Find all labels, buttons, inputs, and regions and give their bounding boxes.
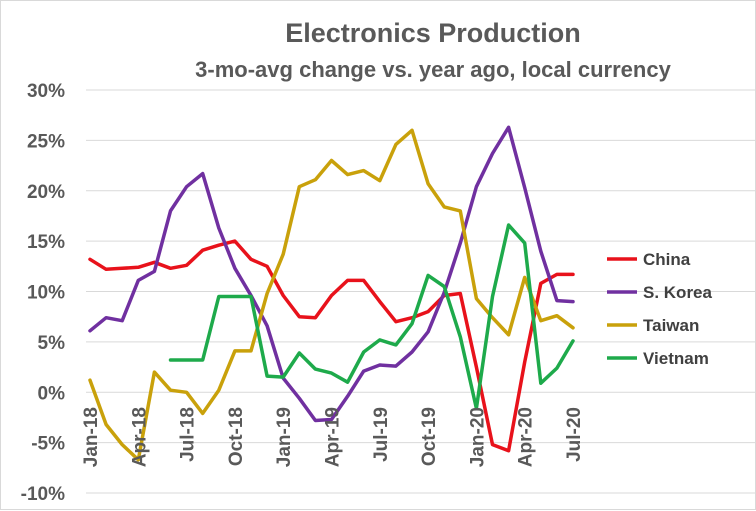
series-lines [88,125,575,462]
legend-label-taiwan: Taiwan [643,316,699,335]
x-tick-label: Apr-18 [129,407,150,467]
y-tick-label: 15% [27,232,65,253]
y-tick-label: 25% [27,131,65,152]
x-tick-label: Oct-18 [226,407,247,466]
series-line-taiwan [88,128,575,462]
series-line-s-korea [88,125,575,423]
y-tick-label: 20% [27,182,65,203]
y-tick-label: 30% [27,81,65,102]
x-tick-label: Jul-20 [564,407,585,462]
x-axis-tick-labels: Jan-18 Apr-18 Jul-18 Oct-18 Jan-19 Apr-19 Jul-… [81,407,585,467]
y-tick-label: 5% [38,333,66,354]
y-tick-label: -10% [21,484,65,505]
legend-label-s-korea: S. Korea [643,283,713,302]
x-tick-label: Apr-19 [323,407,344,467]
y-axis-tick-labels: -10% -5% 0% 5% 10% 15% 20% 25% 30% [21,81,65,505]
y-tick-label: -5% [31,434,65,455]
x-tick-label: Apr-20 [516,407,537,467]
legend: China S. Korea Taiwan Vietnam [607,250,713,368]
x-tick-label: Jan-20 [467,407,488,467]
chart-subtitle: 3-mo-avg change vs. year ago, local curr… [195,57,671,82]
series-line-vietnam [168,223,575,411]
x-tick-label: Jul-19 [371,407,392,462]
y-tick-label: 0% [38,383,66,404]
x-tick-label: Oct-19 [419,407,440,466]
x-tick-label: Jan-18 [81,407,102,467]
x-tick-label: Jul-18 [178,407,199,462]
chart-title: Electronics Production [285,18,581,48]
y-tick-label: 10% [27,283,65,304]
legend-label-china: China [643,250,691,269]
series-line-china [88,239,575,453]
legend-label-vietnam: Vietnam [643,349,709,368]
x-tick-label: Jan-19 [274,407,295,467]
